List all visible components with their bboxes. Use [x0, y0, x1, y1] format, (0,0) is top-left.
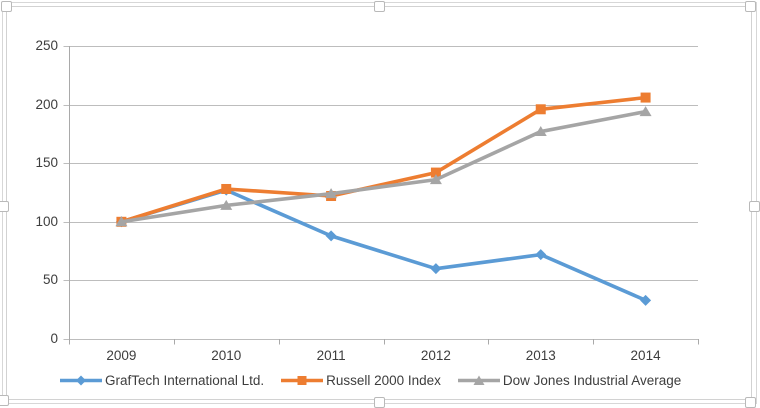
y-tick-label: 50	[42, 272, 58, 288]
resize-handle-top-left[interactable]	[1, 1, 12, 12]
series-0-marker-4[interactable]	[535, 249, 547, 261]
x-tick-label: 2011	[316, 348, 346, 363]
series-0-marker-2[interactable]	[325, 230, 337, 242]
resize-handle-middle-right[interactable]	[749, 201, 760, 212]
legend[interactable]: GrafTech International Ltd. Russell 2000 …	[60, 371, 681, 389]
y-tick-label: 150	[35, 155, 58, 171]
diamond-legend-marker-icon	[60, 375, 102, 385]
y-tick-label: 200	[35, 96, 58, 112]
resize-handle-bottom-center[interactable]	[374, 397, 385, 408]
series-0-marker-5[interactable]	[640, 294, 652, 306]
y-tick-label: 250	[35, 38, 58, 53]
legend-label: Russell 2000 Index	[326, 372, 441, 388]
resize-handle-bottom-right[interactable]	[745, 397, 756, 408]
series-1-marker-4[interactable]	[535, 104, 546, 115]
legend-entry-2[interactable]: Dow Jones Industrial Average	[457, 372, 682, 388]
series-1-marker-5[interactable]	[640, 92, 651, 103]
x-tick-label: 2013	[525, 348, 556, 363]
series-2-marker-0[interactable]	[115, 216, 128, 227]
series-line-2[interactable]	[119, 109, 648, 224]
series-2-marker-3[interactable]	[429, 174, 442, 185]
series-1-marker-1[interactable]	[221, 183, 232, 194]
y-tick-label: 100	[35, 213, 58, 229]
series-2-marker-4[interactable]	[534, 126, 547, 137]
resize-handle-top-right[interactable]	[745, 1, 756, 12]
x-tick-label: 2014	[630, 348, 661, 363]
series-line-1[interactable]	[119, 95, 648, 224]
series-1-marker-3[interactable]	[430, 167, 441, 178]
square-legend-marker-icon	[281, 375, 324, 385]
y-tick-label: 0	[50, 331, 58, 346]
series-0-marker-3[interactable]	[430, 263, 442, 275]
resize-handle-bottom-left[interactable]	[0, 395, 9, 406]
legend-entry-1[interactable]: Russell 2000 Index	[281, 373, 441, 388]
x-tick-label: 2009	[106, 348, 137, 363]
series-2-marker-1[interactable]	[220, 199, 233, 210]
series-2-marker-2[interactable]	[325, 188, 338, 199]
triangle-legend-marker-icon	[457, 375, 500, 385]
series-2-marker-5[interactable]	[639, 106, 652, 117]
legend-label: GrafTech International Ltd.	[105, 372, 265, 388]
resize-handle-top-center[interactable]	[374, 1, 385, 12]
x-tick-label: 2010	[211, 348, 242, 363]
resize-handle-middle-left[interactable]	[0, 201, 9, 212]
legend-label: Dow Jones Industrial Average	[502, 372, 682, 388]
series-line-0[interactable]	[119, 188, 648, 303]
x-tick-label: 2012	[420, 348, 451, 363]
legend-entry-0[interactable]: GrafTech International Ltd.	[60, 373, 264, 388]
